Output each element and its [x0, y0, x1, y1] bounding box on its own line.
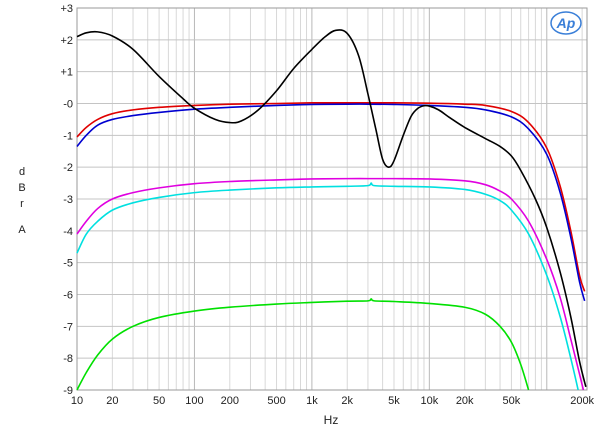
ap-logo: Ap: [550, 11, 582, 35]
x-tick-label: 10k: [420, 395, 438, 407]
y-tick-label: -5: [63, 258, 73, 270]
y-axis-label-line: B: [18, 182, 26, 194]
x-tick-label: 50: [153, 395, 165, 407]
x-tick-labels: 10 20 50 100 200 500 1k 2k 5k 10k 20k 50k 200k: [71, 395, 595, 407]
x-tick-label: 50k: [503, 395, 521, 407]
x-tick-label: 5k: [388, 395, 400, 407]
x-tick-label: 10: [71, 395, 83, 407]
y-tick-label: +3: [60, 3, 73, 15]
y-tick-label: -2: [63, 162, 73, 174]
y-tick-label: -7: [63, 321, 73, 333]
y-tick-label: -6: [63, 290, 73, 302]
series-line-red: [76, 102, 586, 292]
y-tick-label: +2: [60, 35, 73, 47]
x-tick-label: 20: [106, 395, 118, 407]
x-tick-label: 100: [185, 395, 203, 407]
y-tick-labels: +3 +2 +1 -0 -1 -2 -3 -4 -5 -6 -7 -8 -9: [60, 3, 73, 397]
series-line-magenta: [76, 177, 585, 391]
y-tick-label: -4: [63, 226, 73, 238]
x-tick-label: 2k: [341, 395, 353, 407]
y-tick-label: -1: [63, 130, 73, 142]
y-tick-label: -3: [63, 194, 73, 206]
y-axis-label-line: A: [18, 224, 26, 236]
major-grid: [76, 7, 588, 391]
x-tick-label: 200k: [570, 395, 594, 407]
x-tick-label: 500: [267, 395, 285, 407]
y-axis-label-line: d: [18, 166, 26, 178]
x-tick-label: 20k: [456, 395, 474, 407]
ap-logo-ring: [550, 11, 582, 35]
y-tick-label: -8: [63, 353, 73, 365]
y-tick-label: -0: [63, 99, 73, 111]
y-tick-label: -9: [63, 385, 73, 397]
x-tick-label: 200: [221, 395, 239, 407]
y-tick-label: +1: [60, 67, 73, 79]
plot-frame: [76, 7, 588, 391]
x-tick-label: 1k: [306, 395, 318, 407]
series-layer: [76, 29, 587, 391]
series-line-green: [76, 298, 530, 391]
series-line-blue: [76, 103, 586, 302]
x-axis-label: Hz: [324, 413, 339, 427]
ap-logo-text: Ap: [556, 15, 576, 31]
y-axis-label-line: r: [20, 198, 24, 210]
series-line-black: [76, 29, 587, 388]
series-line-cyan: [76, 182, 579, 391]
